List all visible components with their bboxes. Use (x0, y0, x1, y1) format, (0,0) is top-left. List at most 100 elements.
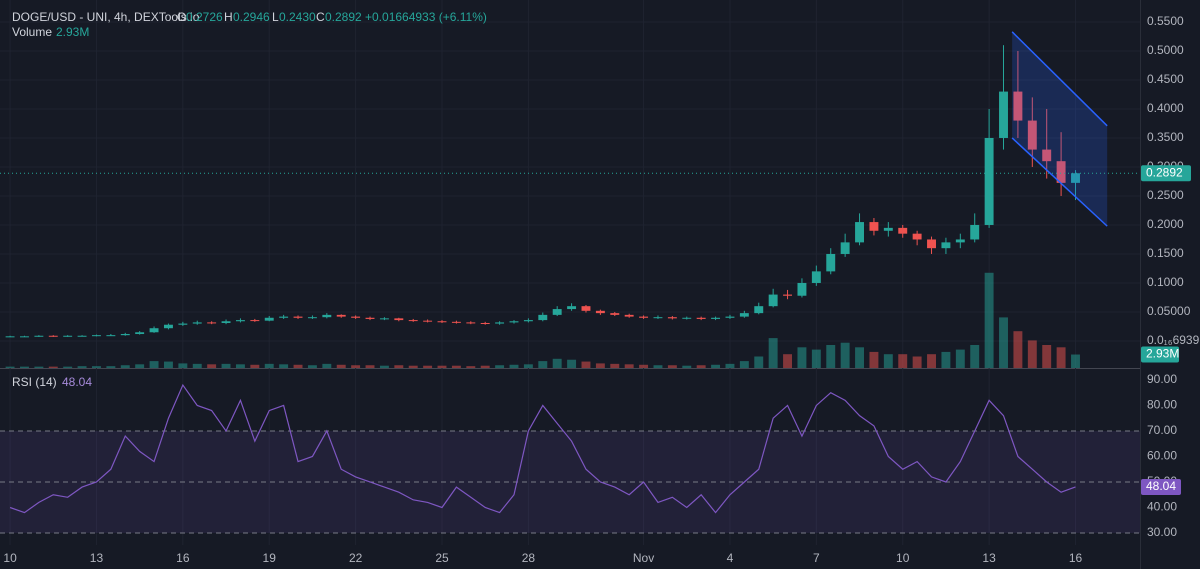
candle-body (883, 227, 893, 231)
candle-body (927, 239, 936, 249)
volume-badge-text: 2.93M (1146, 347, 1179, 361)
candle-body (567, 306, 577, 310)
volume-bar (955, 349, 965, 368)
volume-bar (351, 365, 361, 368)
ohlc-key: O (177, 10, 186, 24)
volume-bar (235, 364, 245, 368)
candle-body (711, 317, 721, 319)
volume-bar (552, 358, 562, 368)
x-tick-label: 10 (3, 551, 17, 565)
candle-body (5, 336, 15, 338)
candle-body (538, 314, 548, 321)
candle-body (898, 227, 908, 234)
candle-body (480, 322, 490, 324)
candle-body (20, 336, 29, 338)
candle-body (999, 91, 1008, 138)
candle-body (667, 317, 677, 319)
volume-bar (783, 354, 793, 368)
volume-bar (163, 361, 173, 368)
volume-bar (595, 363, 605, 368)
price-badge-text: 0.2892 (1146, 165, 1183, 179)
volume-bar (610, 363, 620, 368)
volume-bar (581, 361, 591, 368)
candle-body (466, 322, 476, 324)
volume-bar (840, 342, 850, 368)
candle-body (552, 309, 562, 315)
y-tick-label: 0.2500 (1147, 188, 1184, 202)
rsi-tick-label: 90.00 (1147, 372, 1177, 386)
volume-bar (106, 366, 116, 368)
y-tick-label: 0.1000 (1147, 275, 1184, 289)
volume-bar (523, 364, 533, 368)
candle-body (1027, 120, 1037, 150)
y-tick-label: 0.05000 (1147, 304, 1191, 318)
volume-bar (509, 364, 519, 368)
volume-bar (149, 361, 159, 368)
volume-bar (5, 366, 15, 368)
volume-bar (192, 363, 202, 368)
y-tick-label: 0.4500 (1147, 72, 1184, 86)
rsi-badge-text: 48.04 (1146, 479, 1176, 493)
volume-bar (567, 359, 577, 368)
channel-fill (1012, 31, 1108, 227)
x-tick-label: 16 (1069, 551, 1083, 565)
candle-body (92, 335, 101, 337)
candle-body (34, 335, 44, 337)
candle-body (279, 316, 289, 318)
volume-bar (20, 366, 29, 368)
rsi-tick-label: 60.00 (1147, 449, 1177, 463)
candle-body (682, 317, 692, 319)
candle-body (595, 310, 605, 314)
ohlc-key: H (224, 10, 233, 24)
volume-bar (696, 365, 706, 368)
rsi-tick-label: 80.00 (1147, 398, 1177, 412)
volume-bar (1042, 345, 1052, 368)
volume-bar (883, 354, 893, 368)
volume-bar (739, 361, 749, 368)
volume-bar (250, 364, 260, 368)
y-tick-label: 0.5500 (1147, 14, 1184, 28)
y-tick-label: 0.5000 (1147, 43, 1184, 57)
rsi-tick-label: 70.00 (1147, 423, 1177, 437)
volume-bar (365, 365, 375, 368)
price-badge (1141, 165, 1191, 182)
candle-body (77, 335, 87, 337)
candle-body (941, 242, 951, 249)
volume-bar (797, 347, 807, 368)
candle-body (336, 314, 346, 317)
volume-bar (48, 366, 58, 368)
candle-body (696, 317, 706, 319)
labels: DOGE/USD - UNI, 4h, DEXTools.io O 0.2726… (3, 10, 1199, 565)
volume-bar (408, 365, 418, 368)
volume-bar (1071, 354, 1080, 368)
volume-bar (927, 354, 936, 368)
candle-body (307, 317, 317, 319)
volume-bar (970, 345, 980, 368)
candle-body (754, 306, 764, 314)
channel-line (1011, 31, 1108, 127)
candle-body (235, 320, 245, 322)
marks (0, 31, 1140, 534)
ohlc-value: 0.2892 (325, 10, 362, 24)
candle-body (970, 224, 980, 240)
volume-bar (293, 364, 303, 368)
volume-bar (941, 351, 951, 368)
price-change: +0.01664933 (+6.11%) (365, 10, 487, 24)
volume-bar (639, 364, 649, 368)
volume-bar (667, 365, 677, 368)
x-tick-label: 28 (522, 551, 536, 565)
volume-bar (754, 356, 764, 368)
volume-bar (451, 365, 461, 368)
volume-bar (92, 366, 101, 368)
candle-body (221, 321, 231, 323)
y-tick-label: 0.4000 (1147, 101, 1184, 115)
rsi-value: 48.04 (62, 375, 92, 389)
candle-body (639, 316, 649, 318)
volume-bar (279, 364, 289, 368)
volume-bar (855, 347, 864, 368)
volume-bar (999, 317, 1008, 368)
candle-body (1056, 161, 1066, 183)
candle-body (509, 321, 519, 323)
y-tick-label: 0.0₁₆6939 (1147, 333, 1200, 347)
volume-bar (120, 365, 130, 368)
